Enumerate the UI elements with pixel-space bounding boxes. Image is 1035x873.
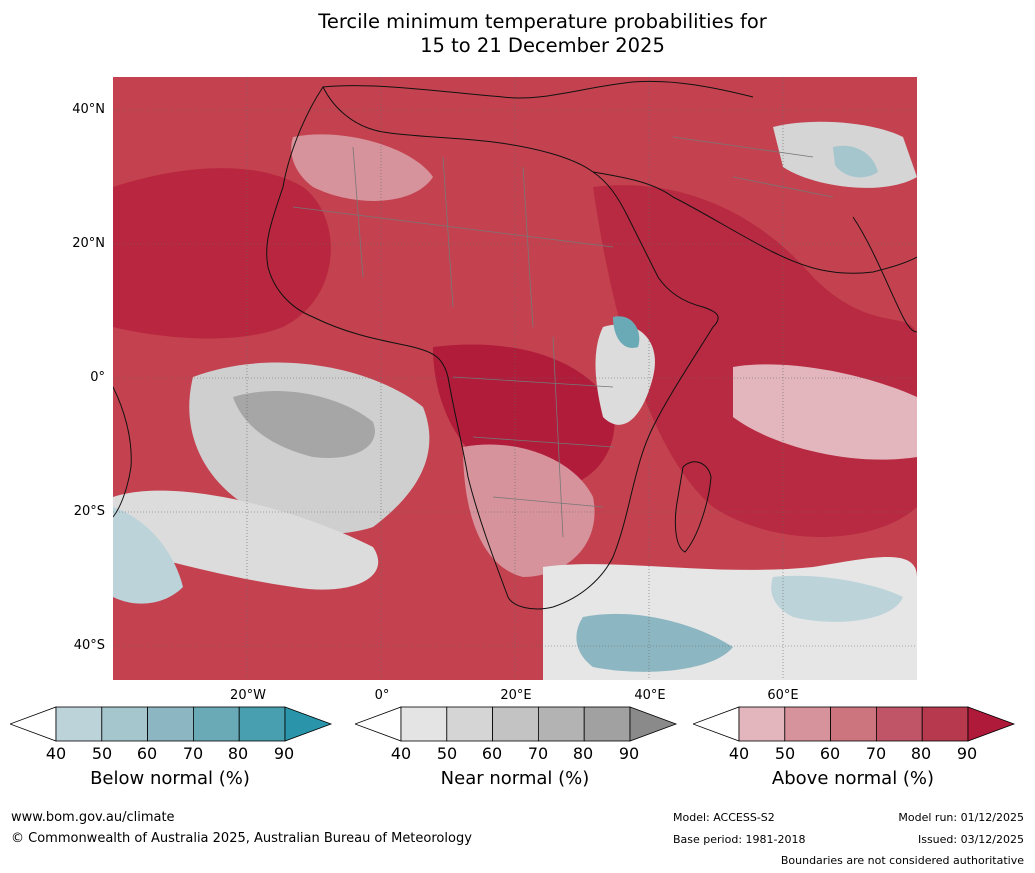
colorbar-segment: [738, 706, 786, 742]
region-atlantic-north-dark: [113, 168, 331, 339]
madagascar-coastline: [674, 461, 712, 553]
tick: 70: [527, 744, 549, 763]
tick: 40: [390, 744, 412, 763]
region-south-indian-blue: [771, 575, 903, 622]
region-east-africa-grey: [595, 324, 655, 425]
tick: 80: [227, 744, 249, 763]
colorbar-segment: [238, 706, 286, 742]
colorbar-segment: [875, 706, 923, 742]
footer-website: www.bom.gov.au/climate: [11, 810, 175, 825]
footer-copyright: © Commonwealth of Australia 2025, Austra…: [11, 831, 472, 846]
region-horn-blue: [613, 316, 640, 348]
lon-label-20e: 20°E: [500, 688, 532, 703]
country-borders: [292, 136, 834, 538]
tick: 80: [910, 744, 932, 763]
colorbar-above-label: Above normal (%): [771, 768, 935, 789]
tick: 50: [91, 744, 113, 763]
colorbar-segment: [192, 706, 240, 742]
tick: 80: [572, 744, 594, 763]
colorbar-segment: [446, 706, 494, 742]
lon-label-60e: 60°E: [767, 688, 799, 703]
colorbar-extend-high: [284, 706, 333, 742]
colorbar-extend-high: [629, 706, 678, 742]
footer-base-period: Base period: 1981-2018: [673, 833, 806, 846]
tick: 70: [865, 744, 887, 763]
colorbar-below-label: Below normal (%): [90, 768, 250, 789]
colorbar-segment: [784, 706, 832, 742]
colorbar-extend-high: [967, 706, 1016, 742]
lon-label-20w: 20°W: [230, 688, 266, 703]
lat-label-40n: 40°N: [72, 102, 105, 117]
region-south-atlantic-grey: [113, 490, 379, 590]
colorbar-below-normal: [8, 706, 334, 746]
region-sahara-light: [291, 134, 433, 201]
title-line-2: 15 to 21 December 2025: [420, 34, 665, 57]
region-atlantic-dark-grey: [233, 391, 375, 458]
region-southern-africa-light: [463, 444, 595, 577]
tick: 40: [728, 744, 750, 763]
tick: 40: [45, 744, 67, 763]
colorbar-segment: [400, 706, 448, 742]
mediterranean-coastline: [322, 80, 754, 99]
colorbar-segment: [830, 706, 877, 742]
colorbar-segment: [537, 706, 585, 742]
footer-model: Model: ACCESS-S2: [673, 811, 775, 824]
region-middle-east-blue: [833, 145, 878, 178]
colorbar-segment: [492, 706, 539, 742]
footer-issued: Issued: 03/12/2025: [917, 833, 1024, 846]
colorbar-near-normal: [353, 706, 679, 746]
map-title: Tercile minimum temperature probabilitie…: [0, 10, 1035, 58]
lat-label-20n: 20°N: [72, 236, 105, 251]
graticule: [113, 77, 917, 680]
title-line-1: Tercile minimum temperature probabilitie…: [318, 10, 767, 33]
tick: 70: [182, 744, 204, 763]
tick: 60: [481, 744, 503, 763]
probability-map: [113, 77, 917, 680]
footer-model-run: Model run: 01/12/2025: [898, 811, 1024, 824]
colorbar-segment: [101, 706, 149, 742]
colorbar-below-normal-scale: [8, 706, 333, 742]
colorbar-segment: [583, 706, 631, 742]
colorbar-above-normal: [691, 706, 1017, 746]
colorbar-segment: [55, 706, 103, 742]
colorbar-near-normal-scale: [353, 706, 678, 742]
footer-disclaimer: Boundaries are not considered authoritat…: [780, 854, 1024, 867]
tick: 50: [774, 744, 796, 763]
colorbar-above-normal-scale: [691, 706, 1016, 742]
tick: 60: [136, 744, 158, 763]
colorbar-extend-low: [8, 706, 57, 742]
colorbar-segment: [921, 706, 969, 742]
india-coastline: [852, 216, 917, 333]
region-sw-atlantic-blue: [113, 507, 183, 604]
south-america-coastline: [113, 386, 132, 518]
africa-coastline: [266, 86, 719, 610]
map-canvas: [113, 77, 917, 680]
region-southern-ocean-blue: [576, 613, 733, 672]
lon-label-40e: 40°E: [634, 688, 666, 703]
tick: 90: [273, 744, 295, 763]
colorbar-extend-low: [691, 706, 740, 742]
colorbar-near-label: Near normal (%): [440, 768, 590, 789]
tick: 90: [618, 744, 640, 763]
tick: 90: [956, 744, 978, 763]
tick: 50: [436, 744, 458, 763]
arabia-coastline: [592, 171, 917, 274]
lon-label-0: 0°: [374, 688, 390, 703]
lat-label-40s: 40°S: [73, 638, 105, 653]
lat-label-20s: 20°S: [73, 504, 105, 519]
colorbar-segment: [147, 706, 194, 742]
colorbar-extend-low: [353, 706, 402, 742]
tick: 60: [819, 744, 841, 763]
region-indian-ocean-light: [733, 364, 917, 460]
lat-label-0: 0°: [90, 370, 105, 385]
